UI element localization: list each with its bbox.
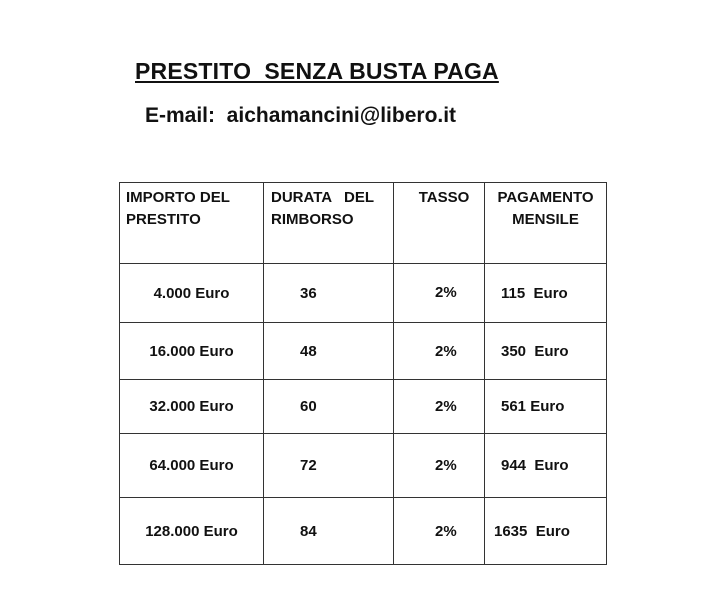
cell-durata: 84 xyxy=(263,497,394,565)
table-row: 16.000 Euro 48 2% 350 Euro xyxy=(119,322,607,380)
cell-pagamento: 1635 Euro xyxy=(484,497,607,565)
header-tasso: TASSO xyxy=(393,182,485,264)
cell-importo: 32.000 Euro xyxy=(119,379,264,434)
cell-tasso: 2% xyxy=(393,379,485,434)
cell-pagamento: 115 Euro xyxy=(484,263,607,323)
table-row: 64.000 Euro 72 2% 944 Euro xyxy=(119,433,607,498)
cell-importo: 128.000 Euro xyxy=(119,497,264,565)
cell-pagamento: 561 Euro xyxy=(484,379,607,434)
cell-pagamento: 350 Euro xyxy=(484,322,607,380)
header-pagamento: PAGAMENTO MENSILE xyxy=(484,182,607,264)
cell-tasso: 2% xyxy=(393,263,485,323)
table-row: 4.000 Euro 36 2% 115 Euro xyxy=(119,263,607,323)
cell-pagamento: 944 Euro xyxy=(484,433,607,498)
cell-tasso: 2% xyxy=(393,322,485,380)
cell-durata: 72 xyxy=(263,433,394,498)
cell-durata: 36 xyxy=(263,263,394,323)
cell-importo: 4.000 Euro xyxy=(119,263,264,323)
cell-durata: 60 xyxy=(263,379,394,434)
cell-importo: 16.000 Euro xyxy=(119,322,264,380)
cell-tasso: 2% xyxy=(393,433,485,498)
cell-importo: 64.000 Euro xyxy=(119,433,264,498)
table-row: 32.000 Euro 60 2% 561 Euro xyxy=(119,379,607,434)
cell-tasso: 2% xyxy=(393,497,485,565)
header-durata: DURATA DEL RIMBORSO xyxy=(263,182,394,264)
cell-durata: 48 xyxy=(263,322,394,380)
table-row: 128.000 Euro 84 2% 1635 Euro xyxy=(119,497,607,565)
contact-email: E-mail: aichamancini@libero.it xyxy=(145,104,457,127)
loan-table: IMPORTO DEL PRESTITO DURATA DEL RIMBORSO… xyxy=(119,182,607,565)
page-title: PRESTITO SENZA BUSTA PAGA xyxy=(135,58,499,84)
table-header-row: IMPORTO DEL PRESTITO DURATA DEL RIMBORSO… xyxy=(119,182,607,264)
header-importo: IMPORTO DEL PRESTITO xyxy=(119,182,264,264)
